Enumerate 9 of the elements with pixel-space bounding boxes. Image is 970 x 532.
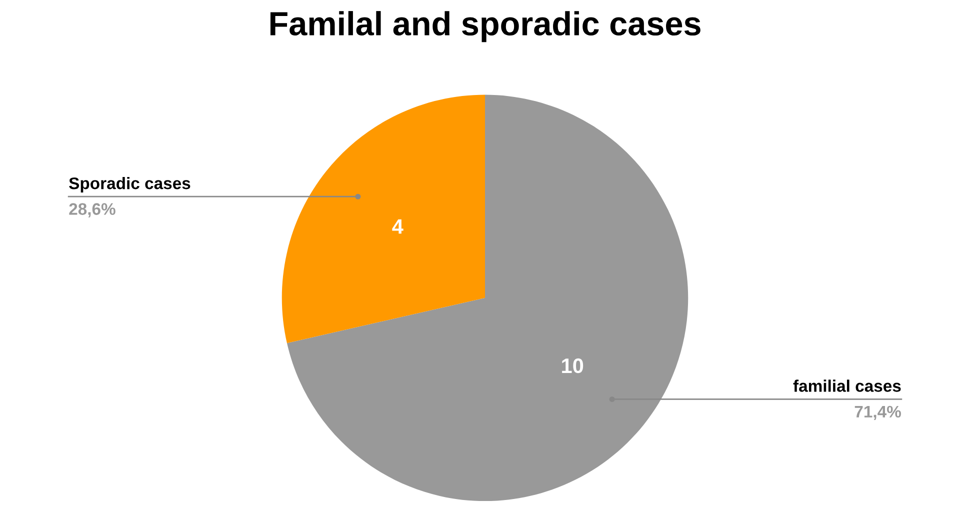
pie-slice — [286, 94, 688, 502]
slice-label: familial cases — [793, 380, 901, 392]
text: 28,6% — [69, 203, 116, 218]
chart-title: Familal and sporadic cases — [270, 11, 700, 42]
slice-label: Sporadic cases — [69, 177, 190, 193]
text: 71,4% — [854, 406, 901, 420]
pie-slice — [282, 94, 485, 344]
data-label: 10 — [562, 358, 584, 374]
data-label: 4 — [392, 219, 404, 234]
